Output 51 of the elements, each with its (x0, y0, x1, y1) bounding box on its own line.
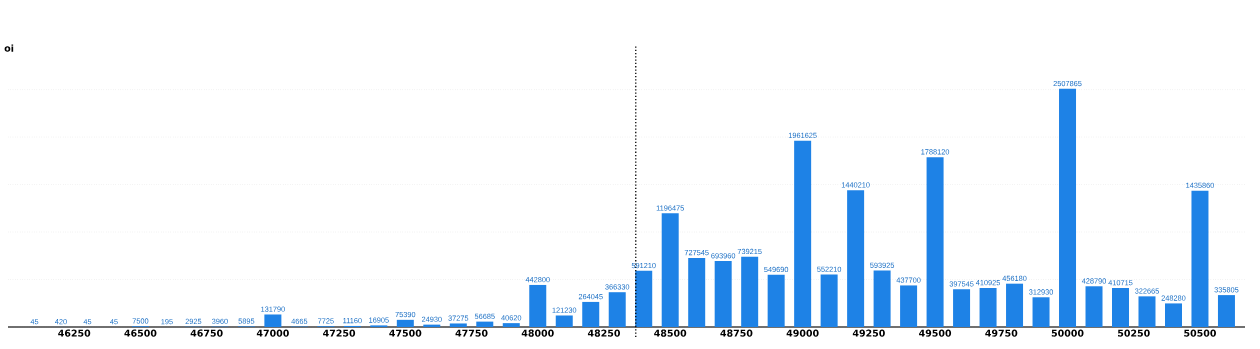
bar (396, 319, 414, 327)
bar (582, 301, 600, 327)
bar (767, 274, 785, 327)
bar (555, 315, 573, 327)
bar (1059, 88, 1077, 327)
x-tick-label: 49000 (786, 329, 819, 337)
x-tick-label: 50500 (1184, 329, 1216, 337)
bar (1112, 287, 1129, 327)
bar (953, 289, 971, 327)
x-tick-label: 47500 (389, 329, 422, 337)
bar (926, 157, 944, 327)
bar (1085, 286, 1103, 327)
bar (449, 323, 467, 327)
bar (661, 213, 679, 327)
bar (1032, 297, 1050, 327)
bar (476, 321, 494, 327)
bar (794, 140, 812, 327)
x-tick-label: 49750 (985, 329, 1018, 337)
x-tick-label: 48000 (521, 329, 554, 337)
x-tick-label: 46250 (58, 329, 91, 337)
bar (820, 274, 838, 327)
bar (900, 285, 918, 327)
bar (847, 190, 865, 327)
bar (529, 284, 547, 327)
x-tick-label: 47750 (455, 329, 488, 337)
bar (502, 323, 520, 327)
bar (1138, 296, 1156, 327)
x-tick-label: 50000 (1051, 329, 1084, 337)
bar (608, 292, 626, 327)
x-tick-label: 47000 (256, 329, 289, 337)
bar (1164, 303, 1182, 327)
bar (1006, 283, 1024, 327)
x-tick-label: 49500 (919, 329, 952, 337)
x-tick-label: 46500 (124, 329, 157, 337)
x-tick-label: 50250 (1118, 329, 1150, 337)
bar (1191, 190, 1209, 327)
x-tick-label: 47250 (323, 329, 356, 337)
x-tick-label: 49250 (852, 329, 885, 337)
y-axis-title: oi (4, 44, 14, 52)
bar (1217, 295, 1235, 327)
bar (979, 287, 997, 327)
bar (688, 257, 706, 327)
bar (741, 256, 759, 327)
bar (873, 270, 891, 327)
x-tick-label: 48750 (720, 329, 753, 337)
bar (714, 261, 732, 327)
x-tick-label: 48500 (654, 329, 687, 337)
x-tick-label: 46750 (190, 329, 223, 337)
x-tick-label: 48250 (587, 329, 621, 337)
bar (264, 314, 282, 327)
bar (635, 270, 653, 327)
